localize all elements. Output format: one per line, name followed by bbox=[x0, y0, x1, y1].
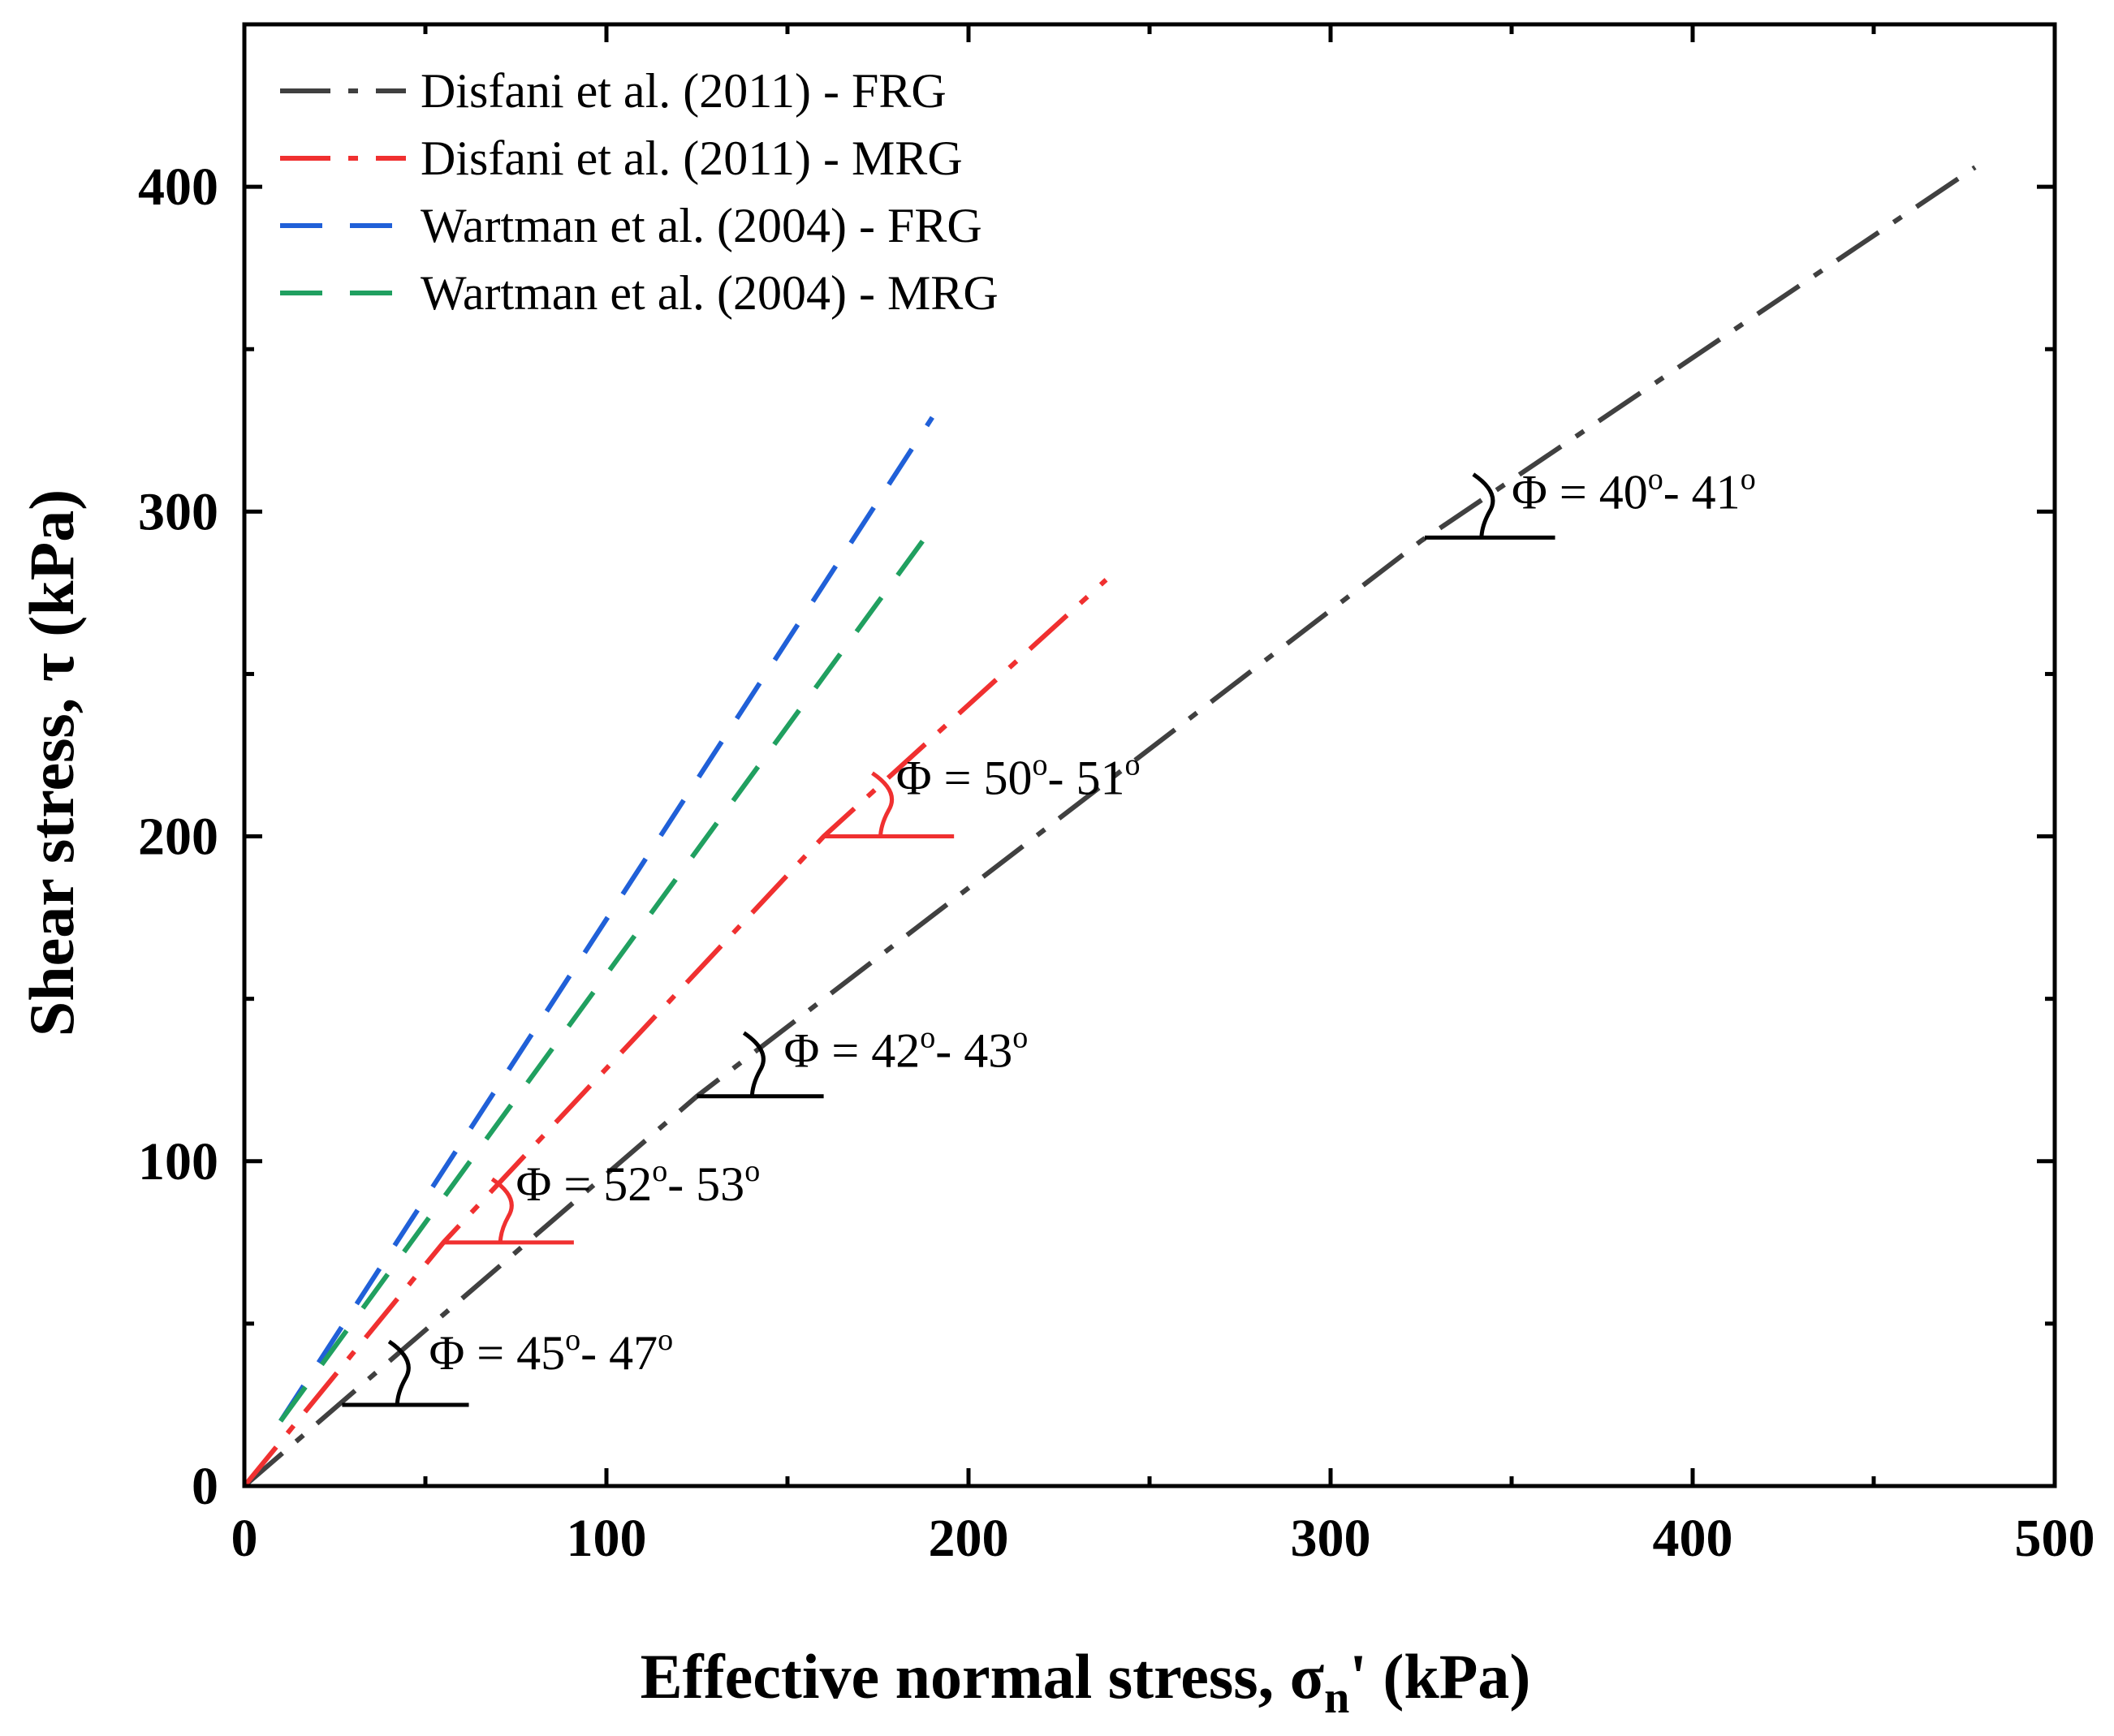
series-line-0 bbox=[243, 165, 1977, 1488]
legend-label-3: Wartman et al. (2004) - MRG bbox=[421, 266, 999, 320]
x-tick-label-2: 200 bbox=[929, 1509, 1009, 1568]
x-axis-title-subscript: n bbox=[1324, 1673, 1349, 1723]
series-line-1 bbox=[242, 578, 1108, 1488]
x-tick-label-5: 500 bbox=[2015, 1509, 2095, 1568]
angle-arc-1 bbox=[490, 1177, 514, 1244]
legend-label-2: Wartman et al. (2004) - FRG bbox=[421, 199, 982, 252]
angle-label-2: Φ = 42o- 43o bbox=[784, 1021, 1029, 1078]
series-line-2 bbox=[278, 416, 934, 1423]
angle-label-4: Φ = 40o- 41o bbox=[1512, 462, 1756, 519]
y-tick-label-2: 200 bbox=[138, 808, 218, 867]
y-tick-label-1: 100 bbox=[138, 1132, 218, 1191]
angle-label-1: Φ = 52o- 53o bbox=[516, 1154, 761, 1211]
y-tick-label-4: 400 bbox=[138, 157, 218, 217]
legend: Disfani et al. (2011) - FRG Disfani et al… bbox=[280, 64, 999, 320]
axes-layer: 0 100 200 300 400 500 0 100 200 300 400 bbox=[138, 22, 2095, 1568]
x-axis-title: Effective normal stress, σn' (kPa) bbox=[641, 1641, 1531, 1723]
legend-label-0: Disfani et al. (2011) - FRG bbox=[421, 64, 947, 118]
angle-arc-3 bbox=[871, 771, 894, 838]
angle-arc-0 bbox=[387, 1339, 411, 1406]
angle-arc-2 bbox=[742, 1031, 766, 1098]
annotation-layer: Φ = 45o- 47o Φ = 52o- 53o Φ = 42o- 43o Φ = … bbox=[342, 462, 1756, 1407]
y-axis-title: Shear stress, τ (kPa) bbox=[16, 489, 87, 1036]
angle-arc-4 bbox=[1472, 472, 1495, 540]
series-line-3 bbox=[278, 526, 934, 1423]
y-tick-label-0: 0 bbox=[192, 1457, 218, 1516]
x-tick-label-4: 400 bbox=[1653, 1509, 1733, 1568]
angle-label-0: Φ = 45o- 47o bbox=[429, 1323, 673, 1380]
y-tick-label-3: 300 bbox=[138, 482, 218, 541]
series-layer bbox=[242, 165, 1977, 1488]
angle-label-3: Φ = 50o- 51o bbox=[896, 748, 1141, 805]
x-tick-label-1: 100 bbox=[567, 1509, 647, 1568]
legend-label-1: Disfani et al. (2011) - MRG bbox=[421, 131, 963, 185]
x-tick-label-3: 300 bbox=[1291, 1509, 1371, 1568]
x-tick-label-0: 0 bbox=[231, 1509, 258, 1568]
